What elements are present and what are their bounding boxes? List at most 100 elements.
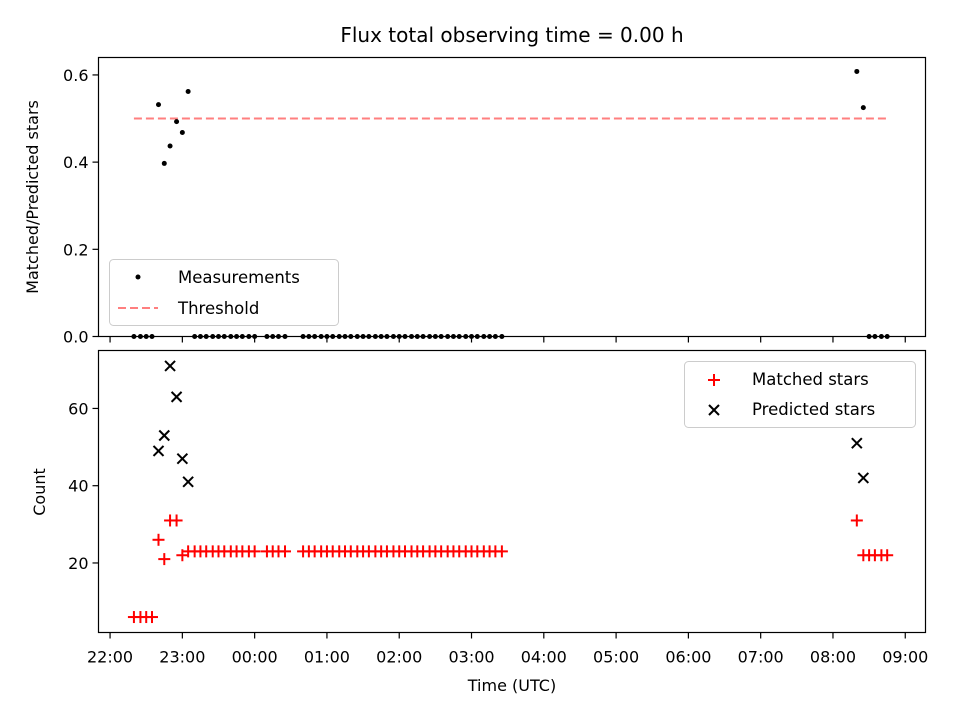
measurement-point [282,334,288,339]
bottom-x-tick-label: 00:00 [232,648,278,667]
bottom-y-tick-label: 20 [68,554,88,573]
measurement-point [192,334,198,339]
measurement-point [884,334,890,339]
top-y-axis-label: Matched/Predicted stars [23,100,42,294]
bottom-x-tick-label: 09:00 [882,648,928,667]
measurement-point [402,334,408,339]
measurement-point [860,105,866,111]
measurement-point [487,334,493,339]
measurement-point [228,334,234,339]
measurement-point [137,334,143,339]
measurement-point [185,89,191,95]
matched-point [279,545,292,558]
measurement-point [854,68,860,74]
predicted-point [857,472,870,484]
top-y-tick-label: 0.6 [63,66,88,85]
measurement-point [414,334,420,339]
matched-point [850,514,863,527]
measurement-point [474,334,480,339]
top-y-axis: 0.0 0.2 0.4 0.6 [63,66,99,347]
measurement-point [197,334,203,339]
legend-matched-label: Matched stars [752,370,869,389]
bottom-y-axis: 20 40 60 [68,399,99,573]
bottom-series [127,360,894,624]
measurement-point [492,334,498,339]
measurement-point [156,102,162,108]
legend-threshold-label: Threshold [177,299,259,318]
measurement-point [342,334,348,339]
bottom-legend: Matched stars Predicted stars [684,361,916,428]
top-y-tick-label: 0.4 [63,153,88,172]
bottom-x-axis-label: Time (UTC) [467,676,556,695]
measurement-point [246,334,252,339]
legend-measurements-marker [135,274,141,280]
measurement-point [270,334,276,339]
bottom-y-tick-label: 60 [68,399,88,418]
measurement-point [445,334,451,339]
measurement-point [354,334,360,339]
bottom-x-tick-label: 22:00 [87,648,133,667]
bottom-y-axis-label: Count [30,468,49,516]
measurement-point [336,334,342,339]
measurement-point [438,334,444,339]
bottom-x-tick-label: 03:00 [448,648,494,667]
bottom-x-tick-label: 07:00 [738,648,784,667]
measurement-point [427,334,433,339]
legend-predicted-marker [708,404,720,416]
measurement-point [324,334,330,339]
measurement-point [463,334,469,339]
bottom-x-tick-label: 04:00 [521,648,567,667]
predicted-point [164,360,176,372]
bottom-x-tick-label: 23:00 [159,648,205,667]
measurement-point [276,334,282,339]
measurement-point [221,334,227,339]
measurement-point [378,334,384,339]
bottom-x-axis: 22:00 23:00 00:00 01:00 02:00 03:00 04:00 05:00… [87,632,928,667]
matched-point [248,545,261,558]
measurement-point [330,334,336,339]
measurement-point [210,334,216,339]
top-y-tick-label: 0.0 [63,328,88,347]
measurement-point [878,334,884,339]
measurement-point [366,334,372,339]
measurement-point [252,334,258,339]
predicted-point [176,452,189,465]
measurement-point [420,334,426,339]
bottom-legend-frame [684,361,916,428]
legend-predicted-label: Predicted stars [752,400,875,419]
matched-point [170,514,183,527]
measurement-point [481,334,487,339]
legend-measurements-label: Measurements [178,268,300,287]
bottom-x-tick-label: 06:00 [665,648,711,667]
predicted-point [182,476,194,488]
matched-point [881,549,894,562]
measurement-point [161,160,167,166]
measurement-point [360,334,366,339]
measurement-point [450,334,456,339]
predicted-point [851,437,863,449]
measurement-point [872,334,878,339]
predicted-point [158,429,170,442]
measurement-point [432,334,438,339]
top-legend: Measurements Threshold [109,259,339,326]
measurement-point [456,334,462,339]
legend-matched-marker [708,374,720,386]
measurement-point [216,334,222,339]
measurement-point [469,334,475,339]
top-series [131,68,890,339]
measurement-point [499,334,505,339]
matched-point [152,533,165,546]
top-y-tick-label: 0.2 [63,240,88,259]
measurement-point [409,334,415,339]
measurement-point [318,334,324,339]
bottom-x-tick-label: 08:00 [810,648,856,667]
measurement-point [312,334,318,339]
measurement-point [131,334,137,339]
measurement-point [372,334,378,339]
measurement-point [390,334,396,339]
measurement-point [300,334,306,339]
measurement-point [239,334,245,339]
matched-point [145,611,158,624]
measurement-point [174,119,180,125]
